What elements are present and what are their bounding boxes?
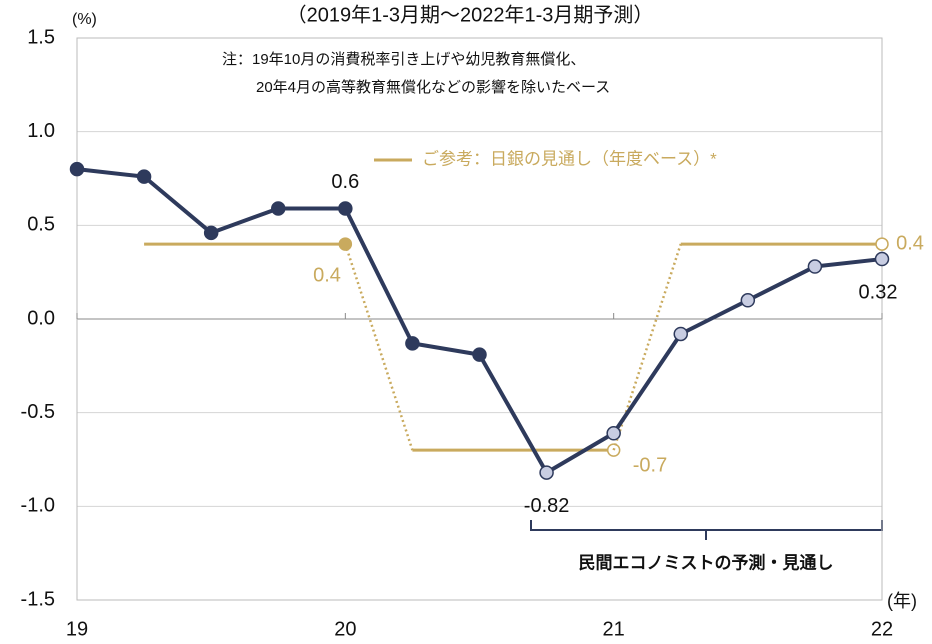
data-label: 0.32 [859, 281, 898, 303]
chart-title: （2019年1-3月期～2022年1-3月期予測） [287, 3, 654, 26]
forecast-bracket [530, 520, 883, 540]
point [740, 293, 756, 308]
note-line: 注：19年10月の消費税率引き上げや幼児教育無償化、 [222, 51, 585, 68]
data-label: 0.4 [313, 264, 341, 286]
point [874, 251, 890, 267]
series-line [76, 167, 883, 475]
data-label: -0.7 [633, 454, 667, 476]
point [807, 259, 823, 274]
y-tick-label: 1.0 [27, 120, 55, 142]
connector [344, 243, 414, 451]
point [539, 465, 554, 480]
y-tick-label: -0.5 [21, 401, 55, 423]
y-tick-label: -1.0 [21, 495, 55, 517]
point [271, 201, 286, 216]
data-label: 0.6 [331, 171, 359, 193]
point [203, 225, 219, 241]
x-tick-label: 21 [603, 618, 625, 640]
point [472, 347, 487, 362]
point [606, 426, 621, 441]
x-tick-label: 19 [66, 618, 88, 640]
y-tick-label: 1.5 [27, 26, 55, 48]
data-label: -0.82 [524, 495, 570, 517]
point [673, 326, 688, 342]
y-unit: (%) [72, 11, 97, 28]
step-end-marker [875, 237, 889, 251]
y-tick-label: 0.0 [27, 307, 55, 329]
point [338, 201, 353, 216]
y-tick-label: -1.5 [21, 588, 55, 610]
y-tick-label: 0.5 [27, 214, 55, 236]
data-label: 0.4 [896, 232, 924, 254]
legend-label: ご参考：日銀の見通し（年度ベース）* [422, 149, 717, 168]
x-tick-label: 20 [334, 618, 356, 640]
x-tick-label: 22 [871, 618, 893, 640]
point [136, 169, 152, 184]
x-unit: (年) [887, 591, 917, 611]
annotation: 民間エコノミストの予測・見通し [579, 552, 834, 572]
point [405, 336, 420, 351]
note-line: 20年4月の高等教育無償化などの影響を除いたベース [256, 78, 610, 96]
point [69, 161, 85, 177]
